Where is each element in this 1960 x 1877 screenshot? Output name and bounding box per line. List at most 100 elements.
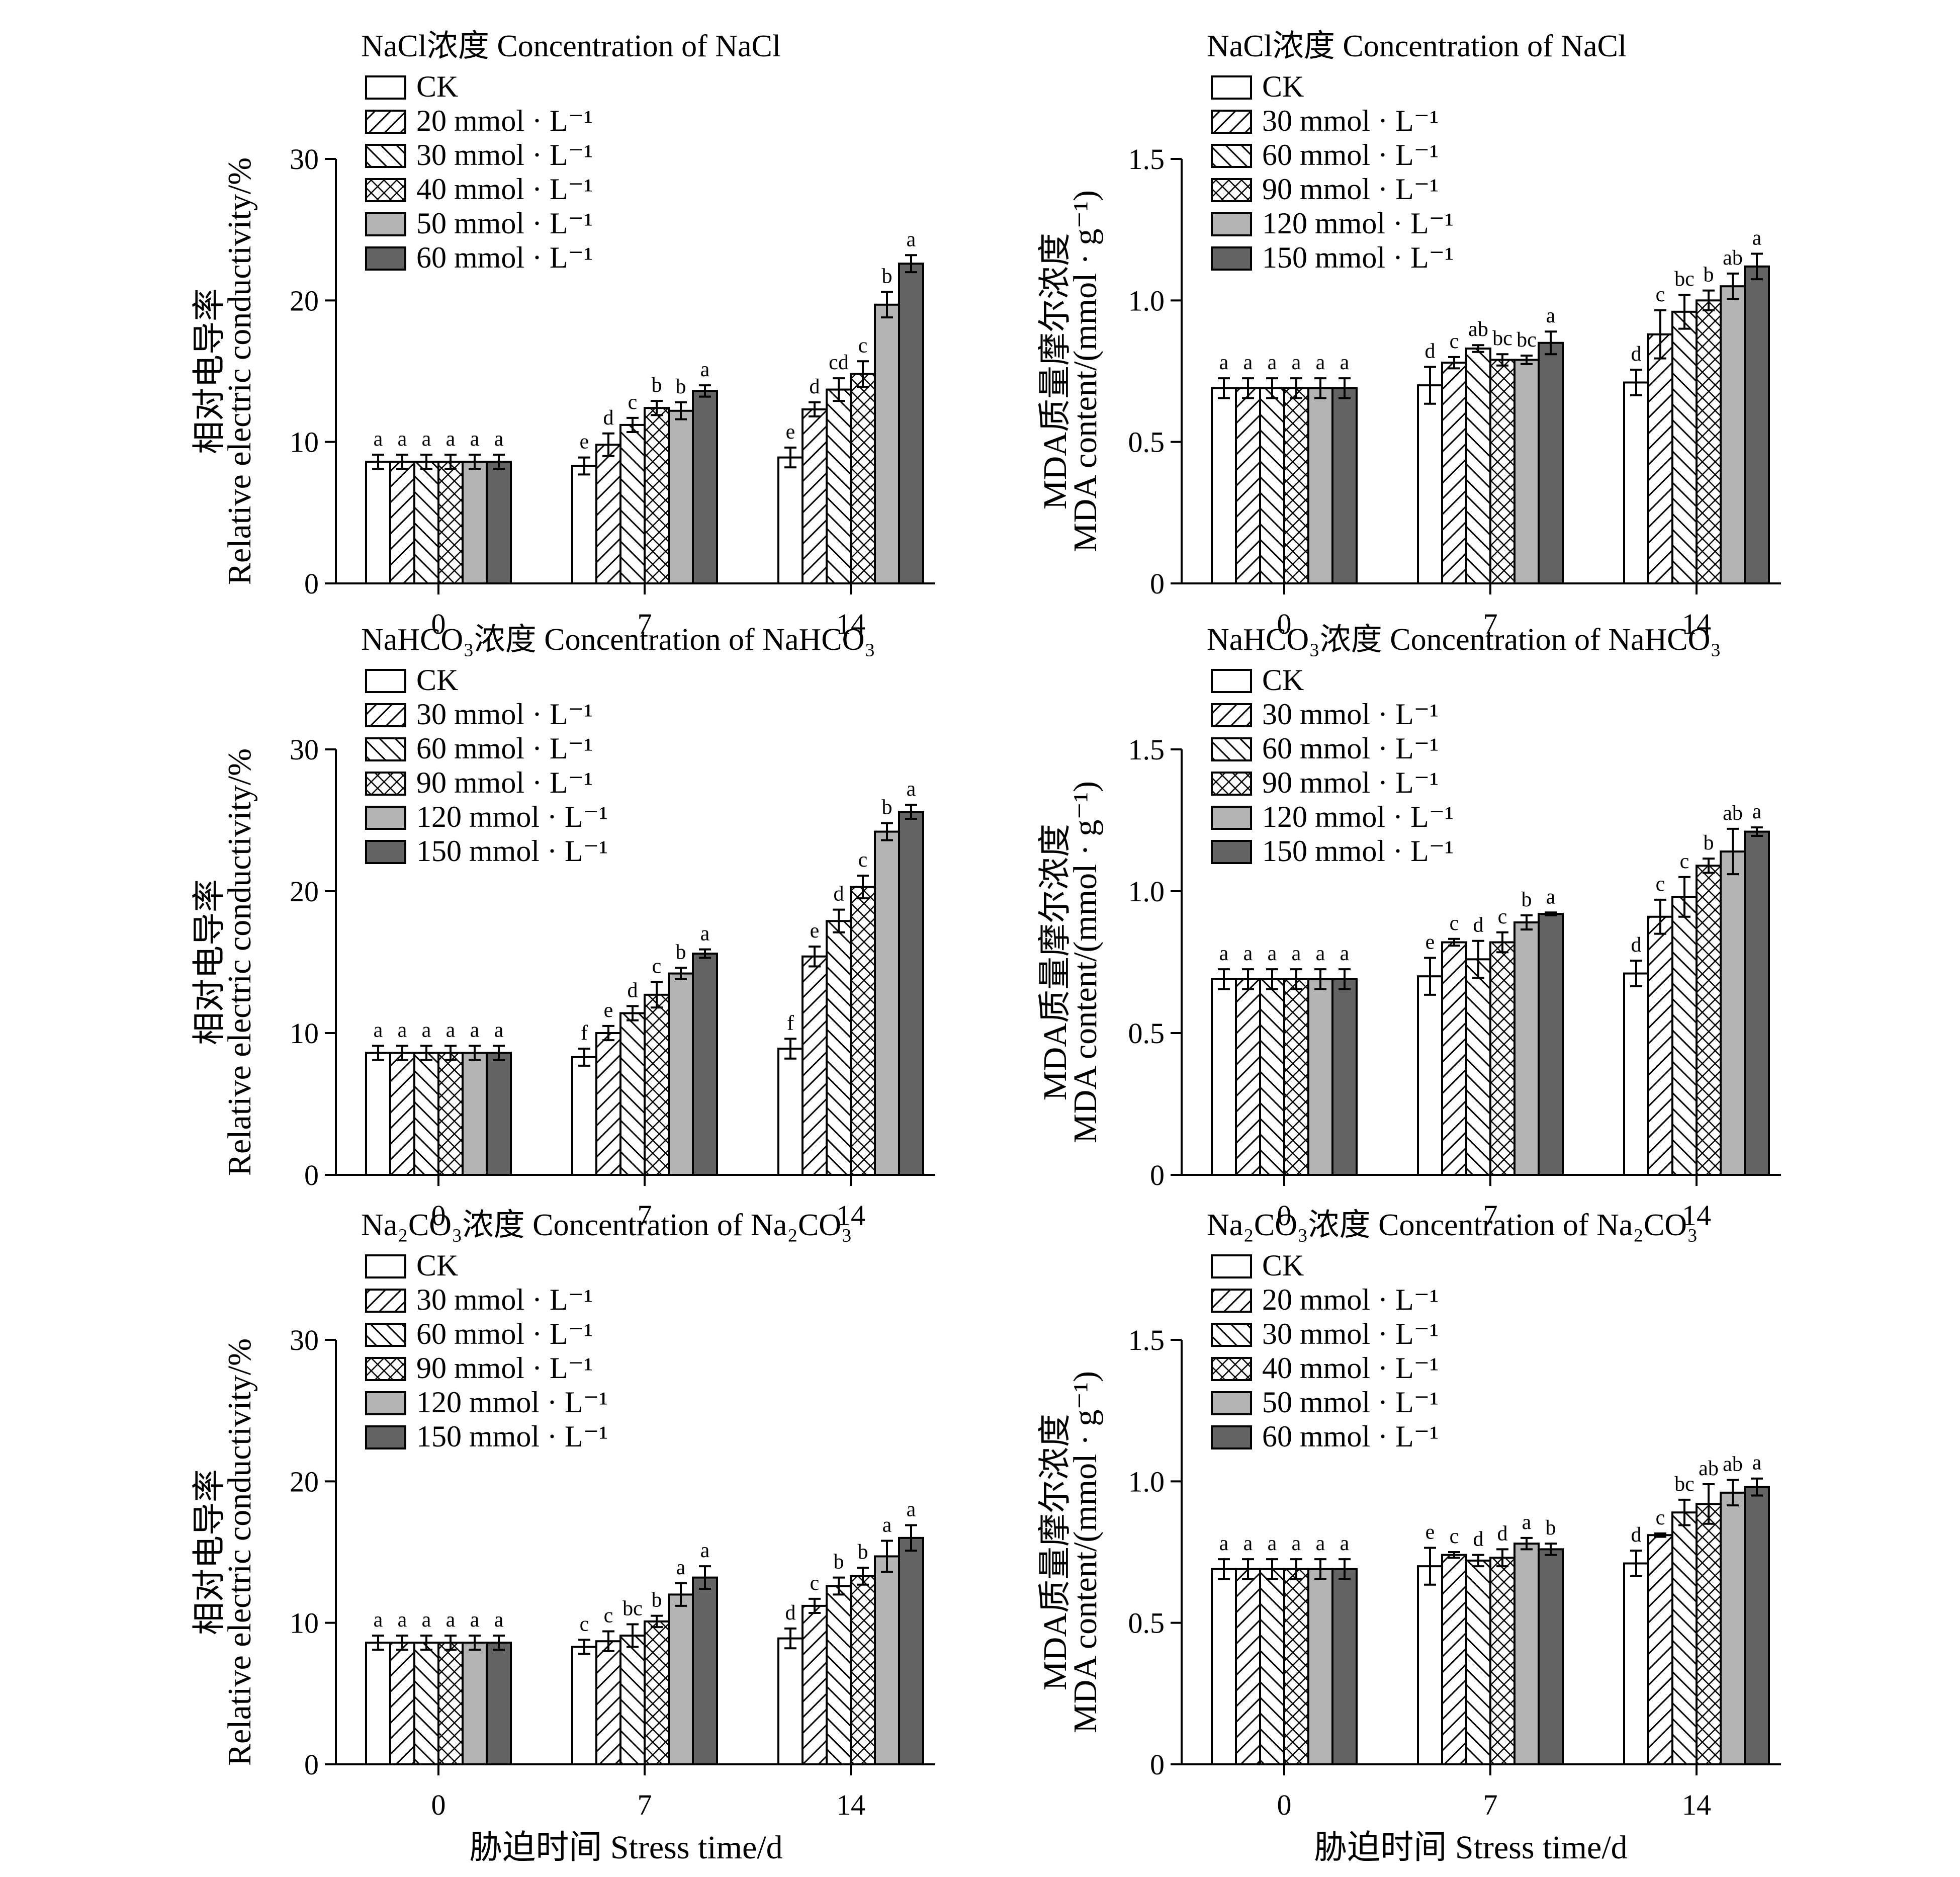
bar [777, 1637, 804, 1765]
significance-label: e [1426, 931, 1435, 954]
legend-swatch [1211, 246, 1252, 271]
bar [1671, 310, 1698, 584]
bar [874, 830, 900, 1176]
y-tick-label: 0 [304, 1748, 319, 1781]
legend-swatch [1211, 703, 1252, 727]
legend-swatch [365, 178, 406, 202]
bar [462, 1642, 488, 1765]
bar [619, 423, 646, 584]
significance-label: a [907, 1498, 916, 1521]
bar [1259, 387, 1285, 584]
legend-swatch [365, 1289, 406, 1313]
bar [1538, 1548, 1564, 1765]
significance-label: a [446, 1018, 456, 1042]
y-axis-label-cn: MDA质量摩尔浓度 [1037, 1414, 1074, 1690]
legend-swatch [1211, 178, 1252, 202]
significance-label: e [1426, 1521, 1435, 1544]
legend-label: 60 mmol · L⁻¹ [416, 241, 593, 274]
bar [571, 1646, 597, 1766]
bar [1671, 1511, 1698, 1765]
y-axis-label-en: Relative electric conductivity/% [221, 748, 258, 1176]
bar [1513, 359, 1540, 584]
y-axis-label-cn: 相对电导率 [191, 288, 228, 454]
bar [1235, 1568, 1261, 1765]
bar [1513, 1543, 1540, 1766]
bar [571, 465, 597, 585]
legend-label: CK [416, 1249, 458, 1282]
bar [850, 1575, 876, 1765]
significance-label: bc [1674, 268, 1695, 291]
significance-label: a [398, 1018, 407, 1042]
significance-label: d [1473, 914, 1484, 937]
legend-title: NaCl浓度 Concentration of NaCl [1207, 29, 1627, 63]
y-axis-label-cn: 相对电导率 [191, 1469, 228, 1635]
legend-swatch [365, 212, 406, 236]
bar [365, 1642, 391, 1765]
bar [1696, 299, 1722, 584]
bar [1283, 387, 1309, 584]
y-tick-label: 30 [290, 1324, 319, 1356]
significance-label: a [1316, 1532, 1325, 1555]
y-tick-label: 1.5 [1128, 1324, 1165, 1356]
y-tick-label: 0 [304, 1159, 319, 1191]
legend-swatch [365, 806, 406, 830]
legend-swatch [365, 737, 406, 761]
bar [801, 408, 828, 585]
x-tick-label: 0 [431, 1199, 446, 1232]
significance-label: e [580, 431, 589, 454]
significance-label: a [1219, 942, 1229, 965]
bar [1465, 1559, 1491, 1765]
bar [1647, 333, 1673, 584]
legend-label: 30 mmol · L⁻¹ [416, 1283, 593, 1316]
significance-label: b [1704, 831, 1714, 855]
significance-label: a [700, 922, 710, 946]
significance-label: a [1340, 942, 1350, 965]
significance-label: a [446, 428, 456, 451]
bar [1720, 1491, 1746, 1766]
legend-label: 40 mmol · L⁻¹ [1262, 1351, 1439, 1385]
significance-label: f [581, 1021, 588, 1045]
significance-label: a [1316, 942, 1325, 965]
bar [1417, 975, 1443, 1176]
significance-label: a [446, 1608, 456, 1632]
x-tick-label: 0 [431, 608, 446, 640]
legend-label: 150 mmol · L⁻¹ [1262, 834, 1454, 868]
legend-swatch [1211, 806, 1252, 830]
bar [1696, 865, 1722, 1176]
y-tick-label: 10 [290, 1607, 319, 1640]
y-axis-label-cn: MDA质量摩尔浓度 [1037, 233, 1074, 509]
x-tick-label: 14 [836, 1199, 865, 1232]
significance-label: c [628, 391, 638, 414]
legend-label: 150 mmol · L⁻¹ [1262, 241, 1454, 274]
significance-label: a [494, 1608, 504, 1632]
legend-swatch [365, 75, 406, 100]
significance-label: e [786, 420, 795, 444]
legend-title: NaHCO₃浓度 Concentration of NaHCO₃ [361, 623, 875, 657]
y-tick-label: 30 [290, 733, 319, 766]
significance-label: a [907, 228, 916, 251]
significance-label: a [494, 428, 504, 451]
legend-swatch [1211, 1254, 1252, 1278]
bar [1489, 941, 1516, 1176]
significance-label: a [398, 1608, 407, 1632]
legend-label: 150 mmol · L⁻¹ [416, 1420, 608, 1453]
significance-label: b [676, 375, 686, 398]
bar [1623, 972, 1649, 1176]
significance-label: a [470, 1018, 480, 1042]
legend-label: 20 mmol · L⁻¹ [416, 104, 593, 137]
bar [692, 390, 718, 584]
x-tick-label: 7 [1483, 608, 1498, 640]
legend-label: 120 mmol · L⁻¹ [416, 1386, 608, 1419]
bar [1465, 958, 1491, 1176]
significance-label: bc [1674, 1473, 1695, 1496]
legend-swatch [365, 1357, 406, 1381]
bar [1441, 1554, 1467, 1766]
significance-label: a [1243, 942, 1253, 965]
y-tick-label: 0.5 [1128, 1017, 1165, 1050]
bar [668, 1593, 694, 1765]
significance-label: a [374, 1018, 383, 1042]
significance-label: c [1680, 850, 1689, 873]
bar [1647, 1534, 1673, 1765]
